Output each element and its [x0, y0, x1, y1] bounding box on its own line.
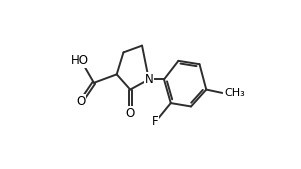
Text: F: F: [152, 115, 159, 128]
Text: HO: HO: [70, 54, 88, 67]
Text: N: N: [144, 73, 153, 86]
Text: O: O: [76, 95, 86, 108]
Text: O: O: [126, 107, 135, 120]
Text: CH₃: CH₃: [224, 88, 245, 98]
